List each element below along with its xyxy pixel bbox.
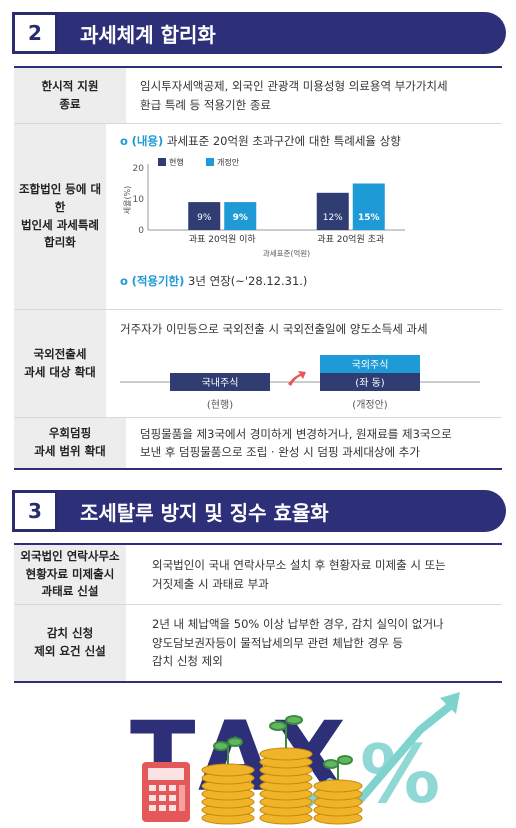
row-body-line: 2년 내 체납액을 50% 이상 납부한 경우, 감치 실익이 없거나 <box>152 617 444 632</box>
section-number: 3 <box>12 490 58 532</box>
current-caption: (현행) <box>207 399 233 411</box>
bullet-text: 3년 연장(~'28.12.31.) <box>184 274 308 289</box>
section-title: 조세탈루 방지 및 징수 효율화 <box>80 500 329 525</box>
row-body: o (내용) 과세표준 20억원 초과구간에 대한 특례세율 상향 0 10 20 세… <box>106 124 502 309</box>
row-body: 2년 내 체납액을 50% 이상 납부한 경우, 감치 실익이 없거나 양도담보… <box>126 605 502 681</box>
row-body-line: 임시투자세액공제, 외국인 관광객 미용성형 의료용역 부가가치세 <box>140 79 448 94</box>
table-row: 감치 신청 제외 요건 신설 2년 내 체납액을 50% 이상 납부한 경우, … <box>14 605 502 681</box>
row-heading: 외국법인 연락사무소 현황자료 미제출시 과태료 신설 <box>14 545 126 604</box>
section-title-bar: 과세체계 합리화 <box>50 12 506 54</box>
x-tick-label: 과표 20억원 이하 <box>189 233 257 245</box>
x-axis-label: 과세표준(억원) <box>263 249 310 258</box>
row-heading-line: 과태료 신설 <box>41 584 99 599</box>
row-body: 덤핑물품을 제3국에서 경미하게 변경하거나, 원재료를 제3국으로 보낸 후 … <box>126 418 502 468</box>
row-heading-line: 현황자료 미제출시 <box>25 566 115 581</box>
row-heading: 조합법인 등에 대한 법인세 과세특례 합리화 <box>14 124 106 309</box>
row-heading: 국외전출세 과세 대상 확대 <box>14 310 106 417</box>
tax-rate-chart: 0 10 20 세율(%) 현행 개정안 9% 9% 과표 20억원 이하 12% 15% 과표 20… <box>120 154 492 266</box>
bar <box>352 183 385 231</box>
row-body-line: 감치 신청 제외 <box>152 654 223 669</box>
row-body: 임시투자세액공제, 외국인 관광객 미용성형 의료용역 부가가치세 환급 특례 … <box>126 68 502 123</box>
bar-value-label: 9% <box>233 213 248 223</box>
row-heading-line: 법인세 과세특례 <box>20 217 100 232</box>
row-body-line: 덤핑물품을 제3국에서 경미하게 변경하거나, 원재료를 제3국으로 <box>140 426 452 441</box>
y-tick-label: 10 <box>133 195 145 205</box>
section-3-table: 외국법인 연락사무소 현황자료 미제출시 과태료 신설 외국법인이 국내 연락사… <box>14 543 502 683</box>
tax-illustration: T A X % <box>60 690 460 825</box>
row-heading-line: 제외 요건 신설 <box>34 644 106 658</box>
row-heading-line: 합리화 <box>44 235 76 250</box>
row-heading: 감치 신청 제외 요건 신설 <box>14 605 126 681</box>
current-box <box>170 373 270 392</box>
bar-value-label: 9% <box>197 213 212 223</box>
row-body: 거주자가 이민등으로 국외전출 시 국외전출일에 양도소득세 과세 국내주식 국… <box>106 310 502 417</box>
legend-swatch <box>206 158 214 167</box>
coin-stack-icon <box>201 715 363 825</box>
legend-label: 현행 <box>169 157 184 167</box>
y-tick-label: 20 <box>133 164 145 174</box>
new-caption: (개정안) <box>352 399 388 411</box>
section-title-bar: 조세탈루 방지 및 징수 효율화 <box>50 490 506 532</box>
bullet-key: (내용) <box>131 134 164 148</box>
bar <box>316 193 349 231</box>
y-tick-label: 0 <box>138 226 144 236</box>
bullet-ring-icon: o <box>120 274 128 289</box>
table-row: 한시적 지원 종료 임시투자세액공제, 외국인 관광객 미용성형 의료용역 부가… <box>14 68 502 124</box>
row-heading-line: 과세 범위 확대 <box>34 444 106 458</box>
section-number: 2 <box>12 12 58 54</box>
row-heading-line: 한시적 지원 <box>41 78 99 93</box>
bullet-content: o (내용) 과세표준 20억원 초과구간에 대한 특례세율 상향 <box>120 132 492 150</box>
row-body-line: 보낸 후 덤핑물품으로 조립 · 완성 시 덤핑 과세대상에 추가 <box>140 445 420 459</box>
table-row: 조합법인 등에 대한 법인세 과세특례 합리화 o (내용) 과세표준 20억원… <box>14 124 502 310</box>
legend-swatch <box>158 158 166 167</box>
illustration-svg: T A X % <box>130 692 460 825</box>
section-2-table: 한시적 지원 종료 임시투자세액공제, 외국인 관광객 미용성형 의료용역 부가… <box>14 66 502 470</box>
row-heading-line: 종료 <box>59 96 81 111</box>
percent-icon: % <box>360 728 440 821</box>
section-3-header: 3 조세탈루 방지 및 징수 효율화 <box>12 490 506 532</box>
new-box-bottom-label: (좌 동) <box>355 377 384 389</box>
row-heading-line: 외국법인 연락사무소 <box>20 548 120 563</box>
bar <box>188 202 221 231</box>
row-body-line: 거주자가 이민등으로 국외전출 시 국외전출일에 양도소득세 과세 <box>120 322 428 336</box>
row-heading-line: 국외전출세 <box>33 346 87 361</box>
row-heading-line: 조합법인 등에 대한 <box>18 181 102 214</box>
table-row: 국외전출세 과세 대상 확대 거주자가 이민등으로 국외전출 시 국외전출일에 … <box>14 310 502 418</box>
row-heading-line: 과세 대상 확대 <box>24 364 96 379</box>
table-row: 우회덤핑 과세 범위 확대 덤핑물품을 제3국에서 경미하게 변경하거나, 원재… <box>14 418 502 468</box>
x-tick-label: 과표 20억원 초과 <box>317 233 384 245</box>
calculator-icon <box>142 762 190 822</box>
bullet-period: o (적용기한) 3년 연장(~'28.12.31.) <box>120 272 492 290</box>
row-body-line: 환급 특례 등 적용기한 종료 <box>140 97 272 112</box>
legend-label: 개정안 <box>217 157 240 167</box>
row-heading: 우회덤핑 과세 범위 확대 <box>14 418 126 468</box>
new-box-top <box>320 355 420 374</box>
export-diagram-svg: 국내주식 국외주식 (좌 동) (현행) (개정안) <box>120 355 480 411</box>
bar <box>224 202 257 231</box>
row-body-line: 거짓제출 시 과태료 부과 <box>152 576 269 591</box>
row-body-line: 외국법인이 국내 연락사무소 설치 후 현황자료 미제출 시 또는 <box>152 558 446 573</box>
chart-svg: 0 10 20 세율(%) 현행 개정안 9% 9% 과표 20억원 이하 12% 15% 과표 20… <box>123 157 405 258</box>
bullet-key: (적용기한) <box>131 274 185 289</box>
row-heading-line: 우회덤핑 <box>48 426 92 441</box>
section-2-header: 2 과세체계 합리화 <box>12 12 506 54</box>
row-heading: 한시적 지원 종료 <box>14 68 126 123</box>
bullet-ring-icon: o <box>120 134 128 148</box>
table-row: 외국법인 연락사무소 현황자료 미제출시 과태료 신설 외국법인이 국내 연락사… <box>14 545 502 605</box>
row-heading-line: 감치 신청 <box>46 626 94 641</box>
row-body: 외국법인이 국내 연락사무소 설치 후 현황자료 미제출 시 또는 거짓제출 시… <box>126 545 502 604</box>
new-box-top-label: 국외주식 <box>352 359 389 371</box>
current-box-label: 국내주식 <box>202 377 239 389</box>
y-axis-label: 세율(%) <box>123 186 132 215</box>
export-tax-diagram: 국내주식 국외주식 (좌 동) (현행) (개정안) <box>120 344 492 414</box>
bullet-text: 과세표준 20억원 초과구간에 대한 특례세율 상향 <box>163 134 401 148</box>
section-title: 과세체계 합리화 <box>80 22 216 47</box>
row-body-line: 양도담보권자등이 물적납세의무 관련 체납한 경우 등 <box>152 635 404 650</box>
new-box-bottom <box>320 373 420 392</box>
bar-value-label: 15% <box>358 213 380 223</box>
change-arrow-icon <box>288 371 306 387</box>
bar-value-label: 12% <box>323 213 343 223</box>
